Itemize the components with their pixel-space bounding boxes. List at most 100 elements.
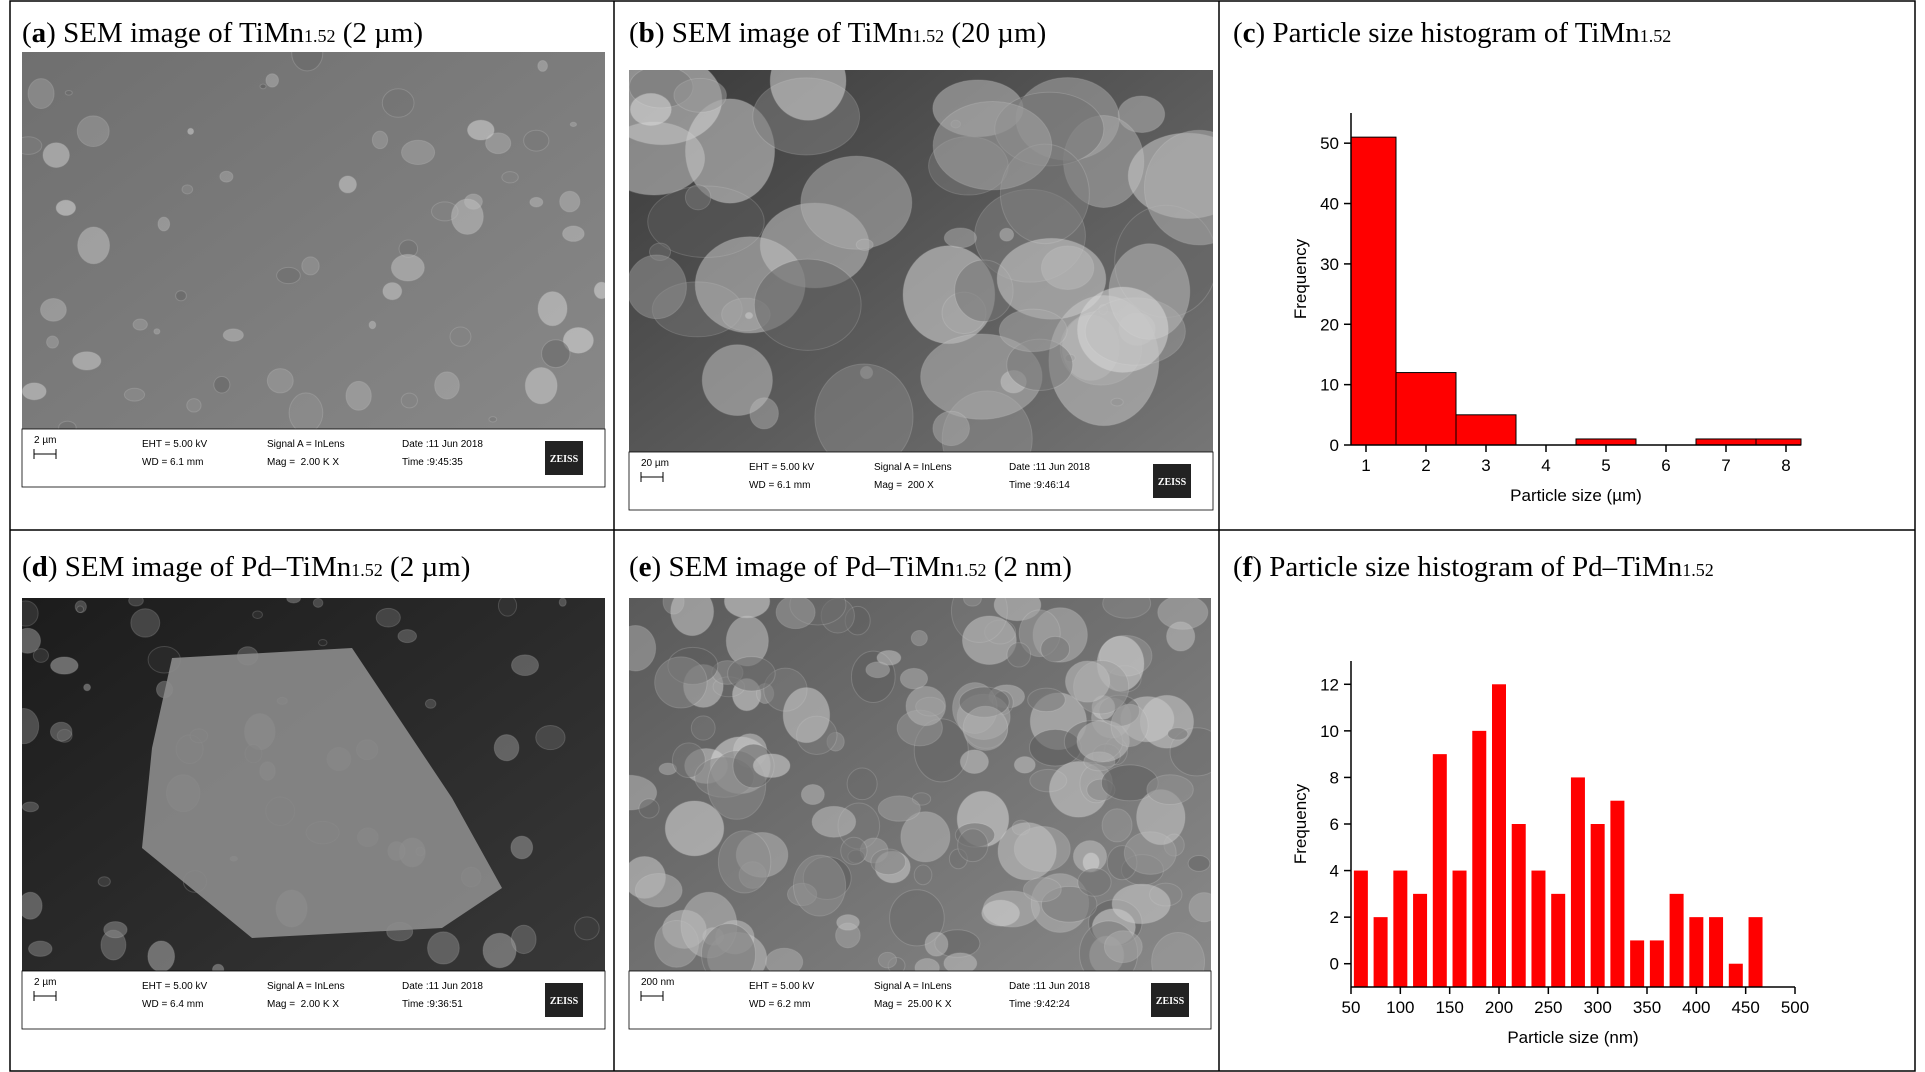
texture-blob <box>753 754 790 778</box>
texture-blob <box>783 688 830 743</box>
texture-blob <box>512 655 539 676</box>
texture-blob <box>906 686 946 725</box>
signal: Signal A = InLens <box>267 981 345 992</box>
texture-blob <box>383 283 402 300</box>
hist-bar <box>1396 373 1456 445</box>
texture-blob <box>77 606 84 612</box>
texture-blob <box>182 185 193 194</box>
y-tick-label: 6 <box>1330 815 1339 834</box>
texture-blob <box>451 199 483 234</box>
texture-blob <box>133 319 147 330</box>
texture-blob <box>467 120 494 140</box>
x-tick-label: 50 <box>1342 998 1361 1017</box>
figure: (a) SEM image of TiMn1.52 (2 µm)2 µmEHT … <box>0 0 1925 1072</box>
texture-blob <box>13 601 38 626</box>
caption-part: ( <box>22 17 32 49</box>
texture-blob <box>1188 856 1210 872</box>
scale-label: 200 nm <box>641 977 674 988</box>
bar <box>1512 824 1526 987</box>
bar <box>1709 917 1723 987</box>
texture-blob <box>639 799 659 818</box>
texture-blob <box>1023 878 1061 902</box>
sem-image: 20 µmEHT = 5.00 kVWD = 6.1 mmSignal A = … <box>602 41 1254 510</box>
bar <box>1551 894 1565 987</box>
texture-blob <box>603 122 704 195</box>
texture-blob <box>963 706 1007 750</box>
texture-blob <box>220 171 233 182</box>
texture-blob <box>382 89 414 117</box>
signal: Signal A = InLens <box>874 462 952 473</box>
texture-blob <box>41 298 67 321</box>
sem-image: 2 µmEHT = 5.00 kVWD = 6.4 mmSignal A = I… <box>9 594 605 1029</box>
texture-blob <box>812 806 856 837</box>
time: Time :9:42:24 <box>1009 999 1070 1010</box>
caption-part: 1.52 <box>1682 560 1714 580</box>
texture-blob <box>511 836 533 859</box>
texture-blob <box>594 282 609 299</box>
texture-blob <box>754 259 861 350</box>
caption-part: ( <box>1233 17 1243 49</box>
texture-blob <box>22 383 46 400</box>
bar <box>1433 754 1447 987</box>
caption-part: (2 µm) <box>336 17 424 49</box>
panel-caption: (b) SEM image of TiMn1.52 (20 µm) <box>629 17 1046 49</box>
time: Time :9:45:35 <box>402 457 463 468</box>
x-tick-label: 300 <box>1583 998 1611 1017</box>
texture-blob <box>51 657 79 674</box>
bar <box>1729 964 1743 987</box>
y-tick-label: 2 <box>1330 908 1339 927</box>
caption-part: d <box>32 551 48 583</box>
texture-blob <box>671 588 714 636</box>
bar <box>1610 801 1624 987</box>
caption-part: ) SEM image of Pd–TiMn <box>652 551 956 583</box>
texture-blob <box>29 941 52 956</box>
logo: ZEISS <box>1156 996 1185 1007</box>
caption-part: 1.52 <box>913 26 945 46</box>
texture-blob <box>33 649 48 663</box>
eht: EHT = 5.00 kV <box>749 462 814 473</box>
bar <box>1630 940 1644 987</box>
texture-blob <box>188 128 194 134</box>
signal: Signal A = InLens <box>267 439 345 450</box>
scale-label: 2 µm <box>34 435 56 446</box>
texture-blob <box>28 79 54 109</box>
eht: EHT = 5.00 kV <box>749 981 814 992</box>
scale-label: 20 µm <box>641 458 669 469</box>
texture-blob <box>266 74 279 87</box>
texture-blob <box>131 609 160 637</box>
scale-label: 2 µm <box>34 977 56 988</box>
bar <box>1354 871 1368 987</box>
texture-blob <box>339 176 356 193</box>
texture-blob <box>536 725 565 749</box>
texture-blob <box>47 336 59 348</box>
texture-blob <box>98 877 110 887</box>
texture-blob <box>1102 809 1132 842</box>
texture-blob <box>489 417 497 422</box>
caption-part: b <box>639 17 655 49</box>
texture-blob <box>982 900 1020 926</box>
panel-caption: (c) Particle size histogram of TiMn1.52 <box>1233 17 1671 49</box>
texture-blob <box>793 855 845 916</box>
eht: EHT = 5.00 kV <box>142 439 207 450</box>
x-tick-label: 7 <box>1721 456 1730 475</box>
texture-blob <box>559 598 566 606</box>
x-tick-label: 450 <box>1731 998 1759 1017</box>
x-tick-label: 200 <box>1485 998 1513 1017</box>
texture-blob <box>176 291 187 301</box>
texture-blob <box>665 801 724 856</box>
caption-part: ( <box>22 551 32 583</box>
y-tick-label: 8 <box>1330 768 1339 787</box>
bar <box>1591 824 1605 987</box>
texture-blob <box>187 399 201 412</box>
texture-blob <box>84 684 91 691</box>
texture-blob <box>1147 775 1193 805</box>
x-tick-label: 1 <box>1361 456 1370 475</box>
texture-blob <box>635 873 682 907</box>
texture-blob <box>933 101 1052 189</box>
caption-part: (2 nm) <box>987 551 1072 583</box>
signal: Signal A = InLens <box>874 981 952 992</box>
texture-blob <box>154 329 160 334</box>
date: Date :11 Jun 2018 <box>1009 462 1090 473</box>
texture-blob <box>372 131 387 149</box>
texture-blob <box>158 217 170 231</box>
